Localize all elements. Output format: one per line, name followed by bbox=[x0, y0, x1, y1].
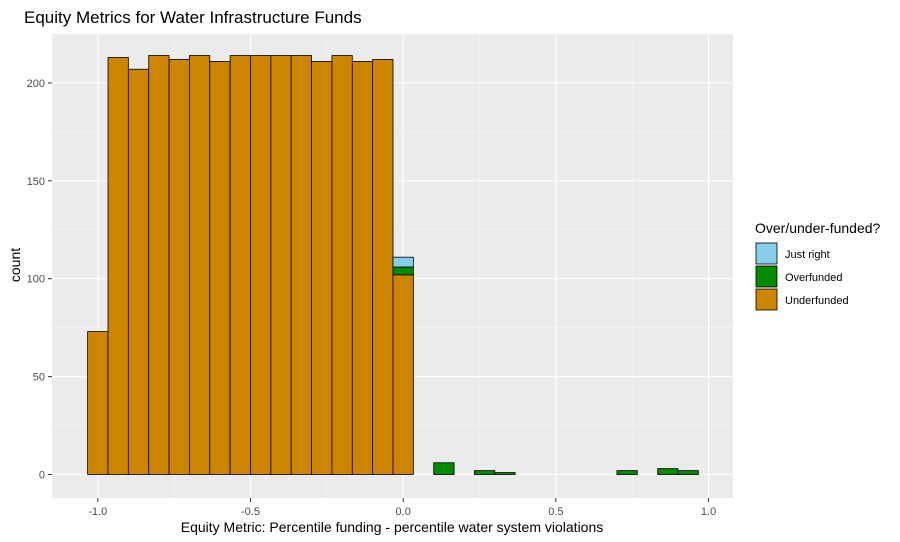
x-axis-ticks: -1.0 -0.5 0.0 0.5 1.0 bbox=[88, 498, 716, 518]
y-tick-label: 100 bbox=[27, 274, 45, 286]
bar-underfunded bbox=[107, 57, 129, 475]
bar-underfunded bbox=[290, 55, 312, 475]
bar-just-right bbox=[392, 256, 414, 268]
bar-overfunded bbox=[677, 470, 699, 475]
y-tick-label: 0 bbox=[39, 470, 45, 482]
bar-underfunded bbox=[392, 274, 414, 475]
bar-underfunded bbox=[331, 55, 353, 475]
x-tick-label: -0.5 bbox=[241, 506, 260, 518]
y-tick-label: 150 bbox=[27, 176, 45, 188]
bar-overfunded bbox=[616, 470, 638, 475]
bar-underfunded bbox=[311, 61, 333, 475]
bar-underfunded bbox=[250, 55, 272, 475]
legend-key bbox=[755, 242, 778, 265]
y-axis-ticks: 0 50 100 150 200 bbox=[27, 78, 52, 482]
legend-title: Over/under-funded? bbox=[755, 220, 881, 236]
bar-underfunded bbox=[229, 55, 251, 475]
bar-overfunded bbox=[657, 468, 679, 475]
x-tick-label: -1.0 bbox=[88, 506, 107, 518]
bar-underfunded bbox=[209, 61, 231, 475]
bar-overfunded bbox=[433, 462, 455, 475]
legend-label: Overfunded bbox=[785, 272, 842, 284]
x-tick-label: 0.5 bbox=[548, 506, 563, 518]
legend-key bbox=[755, 265, 778, 288]
legend-label: Just right bbox=[785, 249, 830, 261]
legend-items: Just right Overfunded Underfunded bbox=[755, 242, 849, 311]
chart-title: Equity Metrics for Water Infrastructure … bbox=[24, 8, 362, 27]
legend-label: Underfunded bbox=[785, 295, 849, 307]
bar-overfunded bbox=[392, 266, 414, 276]
bar-underfunded bbox=[168, 59, 190, 475]
legend-key bbox=[755, 288, 778, 311]
bar-overfunded bbox=[494, 472, 516, 475]
bar-underfunded bbox=[87, 331, 109, 475]
bar-underfunded bbox=[127, 68, 150, 475]
x-tick-label: 0.0 bbox=[396, 506, 411, 518]
bar-underfunded bbox=[189, 55, 211, 475]
bars bbox=[87, 55, 699, 475]
bar-underfunded bbox=[148, 55, 170, 475]
y-axis-title: count bbox=[7, 248, 23, 282]
y-tick-label: 200 bbox=[27, 78, 45, 90]
bar-underfunded bbox=[270, 55, 292, 475]
x-axis-title: Equity Metric: Percentile funding - perc… bbox=[181, 519, 604, 535]
bar-underfunded bbox=[372, 59, 394, 475]
bar-underfunded bbox=[351, 61, 374, 475]
y-tick-label: 50 bbox=[33, 372, 45, 384]
legend: Over/under-funded? Just right Overfunded U… bbox=[755, 220, 881, 311]
bar-overfunded bbox=[474, 470, 496, 475]
x-tick-label: 1.0 bbox=[701, 506, 716, 518]
